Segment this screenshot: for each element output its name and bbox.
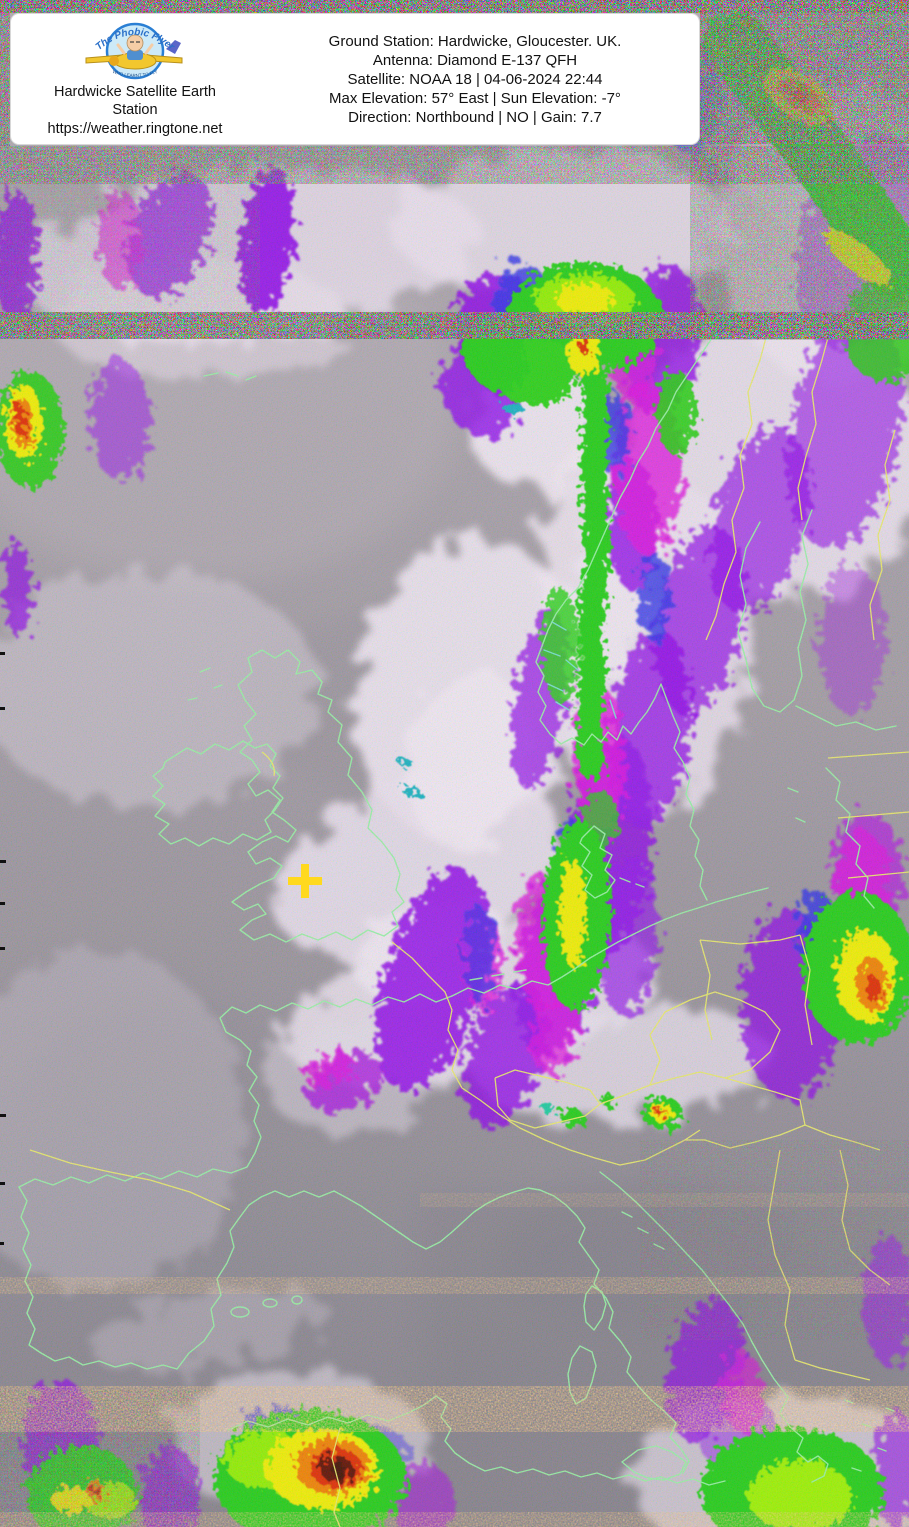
station-logo: The Phobic Flyer WHO LEARNT TO FLY	[85, 22, 183, 80]
satellite-line: Satellite: NOAA 18 | 04-06-2024 22:44	[347, 70, 603, 88]
elevation-line: Max Elevation: 57° East | Sun Elevation:…	[329, 89, 621, 107]
station-name: Hardwicke Satellite Earth Station	[54, 84, 216, 118]
pilot-body	[127, 50, 143, 60]
telemetry-ticks	[0, 652, 6, 1245]
antenna-line: Antenna: Diamond E-137 QFH	[372, 51, 578, 69]
ground-station-marker	[288, 864, 322, 898]
logo-subtitle: WHO LEARNT TO FLY	[112, 69, 158, 78]
info-box: The Phobic Flyer WHO LEARNT TO FLY Hardw…	[10, 13, 700, 145]
pass-details: Ground Station: Hardwicke, Gloucester. U…	[259, 14, 699, 144]
station-identity: The Phobic Flyer WHO LEARNT TO FLY Hardw…	[11, 14, 259, 144]
svg-text:WHO LEARNT TO FLY: WHO LEARNT TO FLY	[112, 69, 158, 78]
airplane-tail-icon	[166, 40, 181, 54]
direction-line: Direction: Northbound | NO | Gain: 7.7	[348, 108, 602, 126]
ground-station-line: Ground Station: Hardwicke, Gloucester. U…	[328, 32, 622, 50]
station-url: https://weather.ringtone.net	[47, 121, 223, 137]
pilot-head	[126, 34, 144, 52]
